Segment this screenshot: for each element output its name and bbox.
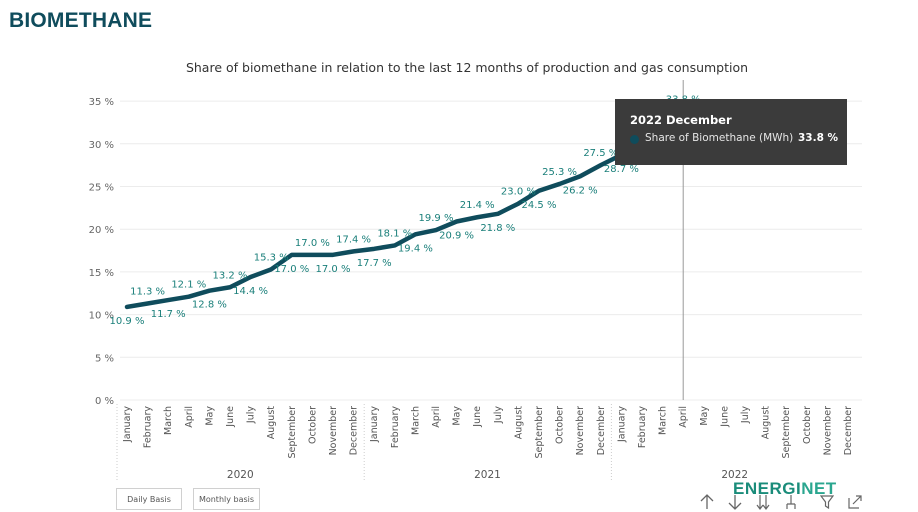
tooltip-title: 2022 December (630, 113, 732, 127)
data-label: 23.0 % (501, 187, 536, 198)
brand-part2: NET (801, 479, 837, 498)
data-label: 11.3 % (130, 286, 165, 297)
brand-part1: ENERGI (733, 479, 802, 498)
x-tick-label: December (596, 406, 607, 455)
x-tick-label: August (513, 406, 524, 440)
x-tick-label: June (225, 406, 236, 428)
x-tick-label: November (575, 406, 586, 456)
y-tick-label: 5 % (95, 353, 114, 364)
x-tick-label: April (431, 406, 442, 428)
daily-basis-button[interactable]: Daily Basis (116, 488, 182, 510)
x-year-label: 2021 (474, 469, 501, 481)
x-tick-label: August (761, 406, 772, 440)
x-tick-label: June (719, 406, 730, 428)
data-label: 17.7 % (357, 258, 392, 269)
x-tick-label: April (184, 406, 195, 428)
data-label: 26.2 % (563, 185, 598, 196)
data-label: 17.0 % (274, 264, 309, 275)
data-label: 18.1 % (377, 228, 412, 239)
x-year-label: 2020 (227, 469, 254, 481)
x-tick-label: October (307, 406, 318, 444)
data-label: 11.7 % (151, 309, 186, 320)
tooltip-series-dot (630, 135, 639, 144)
x-tick-label: October (802, 406, 813, 444)
page-title: BIOMETHANE (9, 9, 153, 32)
x-tick-label: July (493, 406, 504, 424)
data-label: 12.1 % (171, 280, 206, 291)
y-tick-label: 0 % (95, 396, 114, 407)
data-label: 12.8 % (192, 300, 227, 311)
x-tick-label: May (699, 406, 710, 426)
data-label: 10.9 % (110, 316, 145, 327)
x-tick-label: February (390, 406, 401, 448)
y-tick-label: 15 % (89, 268, 114, 279)
arrow-up-icon[interactable] (700, 494, 714, 510)
arrow-down-icon[interactable] (728, 494, 742, 510)
x-tick-label: September (534, 406, 545, 459)
x-tick-label: September (781, 406, 792, 459)
x-year-label: 2022 (721, 469, 748, 481)
series-line (124, 109, 686, 310)
data-label: 15.3 % (254, 252, 289, 263)
x-tick-label: September (287, 406, 298, 459)
x-tick-label: April (678, 406, 689, 428)
x-tick-label: October (555, 406, 566, 444)
double-arrow-down-icon[interactable] (756, 494, 770, 510)
x-tick-label: November (822, 406, 833, 456)
x-tick-label: June (472, 406, 483, 428)
x-tick-label: January (616, 406, 627, 443)
expand-hierarchy-icon[interactable] (784, 494, 798, 510)
data-label: 17.4 % (336, 234, 371, 245)
data-label: 14.4 % (233, 286, 268, 297)
x-tick-label: March (410, 406, 421, 435)
data-label: 21.8 % (480, 223, 515, 234)
chart-title: Share of biomethane in relation to the l… (186, 60, 748, 75)
x-tick-label: July (246, 406, 257, 424)
data-label: 21.4 % (460, 200, 495, 211)
x-tick-label: December (843, 406, 854, 455)
x-tick-label: November (328, 406, 339, 456)
x-tick-label: July (740, 406, 751, 424)
data-label: 27.5 % (583, 148, 618, 159)
x-tick-label: December (349, 406, 360, 455)
y-tick-label: 35 % (89, 97, 114, 108)
x-tick-label: March (658, 406, 669, 435)
monthly-basis-button[interactable]: Monthly basis (193, 488, 260, 510)
focus-mode-icon[interactable] (848, 494, 862, 510)
data-label: 19.4 % (398, 243, 433, 254)
x-tick-label: August (266, 406, 277, 440)
data-label: 13.2 % (213, 270, 248, 281)
tooltip-value: 33.8 % (798, 132, 839, 144)
y-tick-label: 20 % (89, 225, 114, 236)
data-label: 24.5 % (522, 200, 557, 211)
data-label: 17.0 % (295, 238, 330, 249)
data-label: 19.9 % (419, 213, 454, 224)
data-label: 20.9 % (439, 231, 474, 242)
y-tick-label: 10 % (89, 311, 114, 322)
filter-icon[interactable] (820, 494, 834, 510)
x-tick-label: January (369, 406, 380, 443)
tooltip: 2022 December Share of Biomethane (MWh) … (615, 99, 847, 165)
tooltip-series-label: Share of Biomethane (MWh) (645, 132, 794, 144)
x-tick-label: February (637, 406, 648, 448)
x-tick-label: March (163, 406, 174, 435)
x-tick-label: February (143, 406, 154, 448)
x-tick-label: January (122, 406, 133, 443)
energinet-logo: ENERGINET (733, 479, 837, 499)
data-label: 17.0 % (316, 264, 351, 275)
y-tick-label: 30 % (89, 140, 114, 151)
data-label: 25.3 % (542, 167, 577, 178)
x-tick-label: May (452, 406, 463, 426)
x-tick-label: May (204, 406, 215, 426)
y-tick-label: 25 % (89, 183, 114, 194)
data-label: 28.7 % (604, 164, 639, 175)
